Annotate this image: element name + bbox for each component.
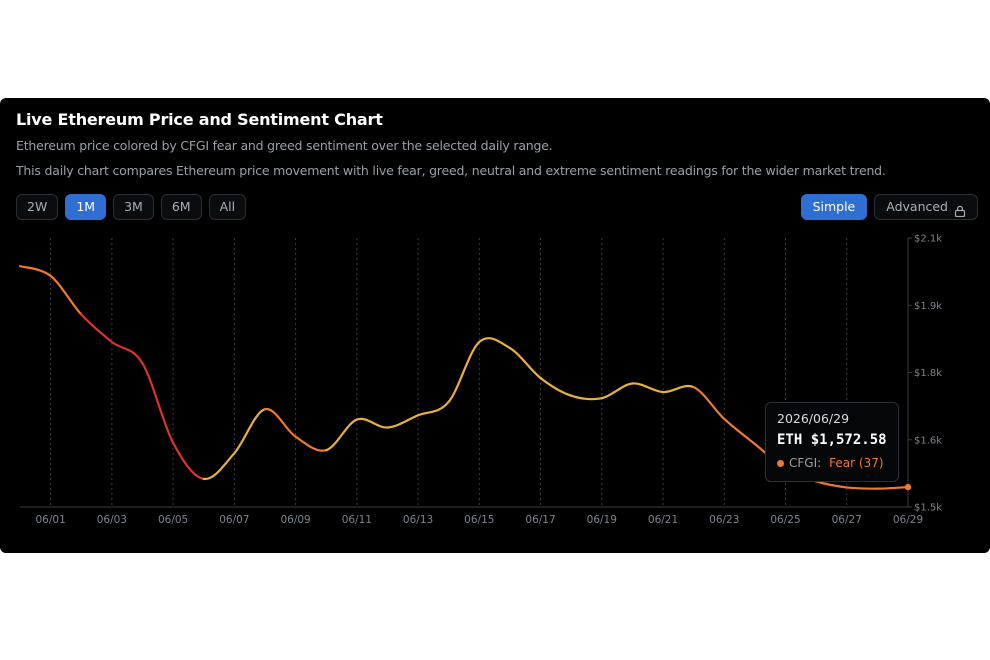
price-line-segment [661,385,695,394]
price-line-segment [416,400,450,417]
price-line-segment [600,382,634,400]
price-line-segment [723,417,756,446]
price-line-segment [845,486,879,490]
price-line-segment [539,376,573,397]
chart-panel: Live Ethereum Price and Sentiment Chart … [0,98,990,553]
advanced-mode-label: Advanced [886,199,948,214]
range-tab-3m[interactable]: 3M [113,194,154,220]
y-tick-label: $1.9k [914,301,942,312]
x-tick-label: 06/25 [770,514,800,526]
range-tab-all[interactable]: All [208,194,247,220]
view-mode-toggle: Simple Advanced [800,194,978,220]
y-tick-label: $1.5k [914,503,942,514]
price-line-segment [478,337,512,350]
x-tick-label: 06/21 [648,514,678,526]
chart-title: Live Ethereum Price and Sentiment Chart [16,110,383,129]
range-tab-2w[interactable]: 2W [16,194,59,220]
price-line-segment [325,418,358,452]
price-line-segment [355,417,389,429]
advanced-mode-button[interactable]: Advanced [874,194,978,220]
tooltip-cfgi-value: Fear (37) [829,456,884,470]
y-tick-label: $1.8k [914,368,942,379]
simple-mode-label: Simple [812,199,856,214]
price-line-segment [172,441,205,480]
tooltip-cfgi-label: CFGI: [789,456,822,470]
price-sentiment-chart[interactable]: 06/01 06/03 06/05 06/07 06/09 06/11 06/13 06/15… [0,228,990,528]
tooltip-price: ETH $1,572.58 [777,432,887,448]
price-line-segment [263,408,297,438]
chart-description: This daily chart compares Ethereum price… [16,163,886,178]
range-tab-6m[interactable]: 6M [160,194,202,220]
price-line-segment [202,452,236,480]
tooltip-date: 2026/06/29 [777,411,850,426]
price-line-segment [631,382,665,394]
y-tick-label: $2.1k [914,234,942,245]
x-tick-label: 06/17 [525,514,555,526]
x-tick-label: 06/23 [709,514,739,526]
price-line-segment [18,265,52,278]
x-tick-label: 06/07 [219,514,249,526]
x-tick-label: 06/27 [832,514,862,526]
price-line-segment [386,414,420,429]
price-line-segment [80,313,113,344]
price-line-segment [141,362,175,444]
chart-tooltip: 2026/06/29 ETH $1,572.58 CFGI: Fear (37) [765,402,899,482]
chart-subtitle: Ethereum price colored by CFGI fear and … [16,138,553,153]
price-line-segment [876,485,910,490]
price-line-segment [110,340,144,365]
x-tick-label: 06/01 [35,514,65,526]
x-tick-label: 06/05 [158,514,188,526]
x-tick-label: 06/09 [280,514,310,526]
y-tick-label: $1.6k [914,435,942,446]
x-tick-label: 06/13 [403,514,433,526]
sentiment-dot-icon [777,459,784,467]
simple-mode-button[interactable]: Simple [800,194,868,220]
price-line-segment [49,274,83,316]
x-tick-label: 06/19 [587,514,617,526]
price-line-segment [508,346,542,380]
x-tick-label: 06/11 [342,514,372,526]
range-tabs: 2W 1M 3M 6M All [16,194,247,220]
x-tick-label: 06/03 [97,514,127,526]
hover-point [904,483,912,491]
price-line-segment [294,435,328,452]
x-tick-label: 06/15 [464,514,494,526]
price-line-segment [815,480,848,489]
price-line-segment [570,394,603,401]
range-tab-1m[interactable]: 1M [65,194,107,220]
price-line-segment [447,340,481,403]
x-tick-label: 06/29 [893,514,923,526]
lock-icon [954,201,966,218]
price-line-segment [233,408,267,455]
price-line-segment [692,386,726,421]
tooltip-cfgi: CFGI: Fear (37) [777,456,887,470]
